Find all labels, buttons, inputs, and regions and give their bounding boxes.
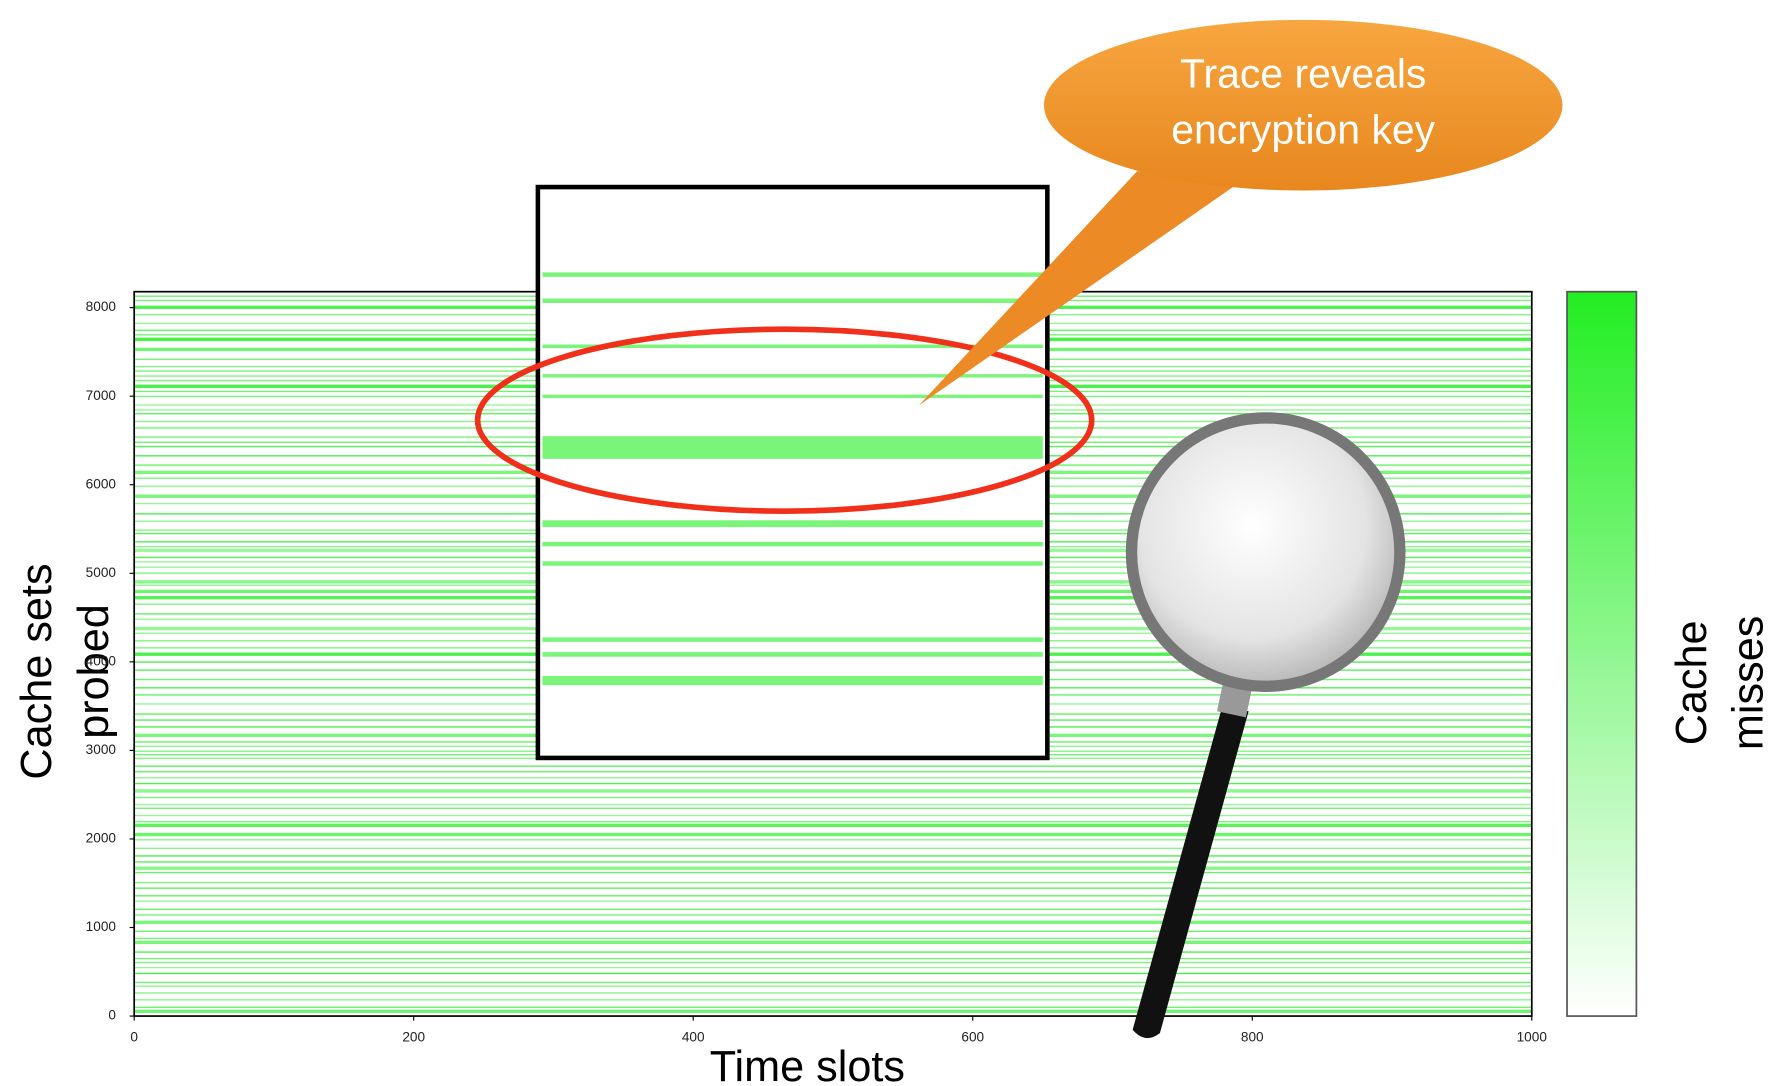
colorbar-label: misses [1725, 616, 1773, 750]
x-tick-label: 400 [682, 1029, 705, 1044]
annotation-line: Trace reveals [1180, 51, 1426, 97]
magnifier [1131, 418, 1399, 1038]
y-tick-label: 4000 [86, 653, 117, 668]
x-axis-label: Time slots [710, 1043, 905, 1086]
colorbar [1567, 292, 1636, 1016]
magnifier-lens [1131, 418, 1399, 686]
x-tick-label: 1000 [1517, 1029, 1548, 1044]
y-tick-label: 5000 [86, 565, 117, 580]
y-tick-label: 3000 [86, 742, 117, 757]
zoom-box [538, 187, 1047, 758]
y-tick-label: 2000 [86, 831, 117, 846]
callout-bubble [1044, 20, 1563, 191]
x-tick-label: 0 [130, 1029, 138, 1044]
y-tick-label: 0 [108, 1008, 116, 1023]
colorbar-label: Cache [1668, 620, 1716, 745]
page: {"chart_data": {"type": "heatmap", "x_la… [0, 0, 1774, 1086]
y-axis-label: probed [70, 604, 118, 739]
y-tick-label: 7000 [86, 388, 117, 403]
y-tick-label: 8000 [86, 299, 117, 314]
x-tick-label: 200 [402, 1029, 425, 1044]
y-axis-label: Cache sets [13, 563, 61, 779]
x-tick-label: 800 [1241, 1029, 1264, 1044]
annotation-line: encryption key [1171, 106, 1435, 152]
y-tick-label: 6000 [86, 476, 117, 491]
y-tick-label: 1000 [86, 919, 117, 934]
chart: Trace reveals encryption key Cache misse… [0, 0, 1774, 1086]
magnifier-handle [1133, 706, 1249, 1038]
x-tick-label: 600 [961, 1029, 984, 1044]
